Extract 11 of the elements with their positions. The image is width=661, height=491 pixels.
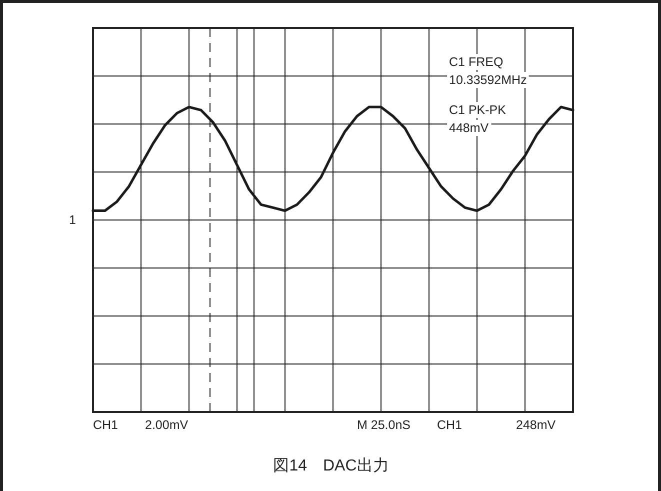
annotation: 248mV	[516, 418, 556, 432]
annotation: C1 FREQ	[449, 55, 504, 69]
annotation: 448mV	[449, 121, 489, 135]
annotation: CH1	[93, 418, 118, 432]
annotation: 10.33592MHz	[449, 73, 527, 87]
annotation: 2.00mV	[145, 418, 188, 432]
annotation: 1	[69, 213, 76, 227]
annotation: M 25.0nS	[357, 418, 411, 432]
title: 図14 DAC出力	[273, 458, 389, 474]
annotation: C1 PK-PK	[449, 103, 506, 117]
annotation: CH1	[437, 418, 462, 432]
